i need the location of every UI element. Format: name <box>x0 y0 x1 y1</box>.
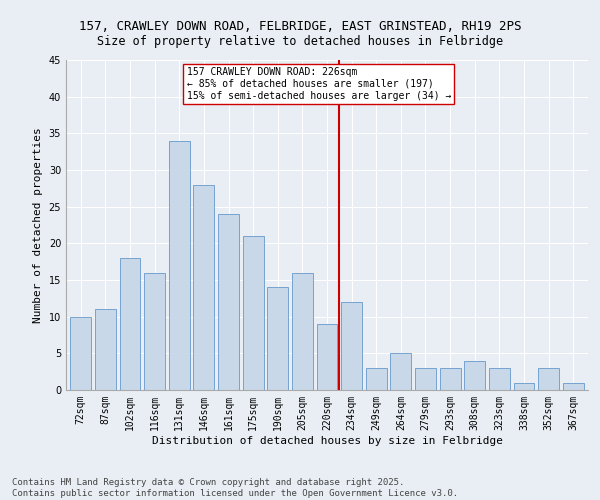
Bar <box>193 184 214 390</box>
Bar <box>267 288 288 390</box>
Bar <box>514 382 535 390</box>
Bar <box>563 382 584 390</box>
Bar <box>415 368 436 390</box>
Bar <box>169 140 190 390</box>
Bar <box>119 258 140 390</box>
Text: Size of property relative to detached houses in Felbridge: Size of property relative to detached ho… <box>97 34 503 48</box>
Bar <box>538 368 559 390</box>
Text: 157, CRAWLEY DOWN ROAD, FELBRIDGE, EAST GRINSTEAD, RH19 2PS: 157, CRAWLEY DOWN ROAD, FELBRIDGE, EAST … <box>79 20 521 32</box>
Bar <box>218 214 239 390</box>
Bar <box>341 302 362 390</box>
Bar <box>366 368 387 390</box>
Y-axis label: Number of detached properties: Number of detached properties <box>33 127 43 323</box>
Bar <box>292 272 313 390</box>
Bar <box>391 354 412 390</box>
Bar <box>440 368 461 390</box>
Bar <box>70 316 91 390</box>
Bar <box>317 324 337 390</box>
Bar <box>95 310 116 390</box>
Bar <box>489 368 510 390</box>
Text: 157 CRAWLEY DOWN ROAD: 226sqm
← 85% of detached houses are smaller (197)
15% of : 157 CRAWLEY DOWN ROAD: 226sqm ← 85% of d… <box>187 68 451 100</box>
Text: Contains HM Land Registry data © Crown copyright and database right 2025.
Contai: Contains HM Land Registry data © Crown c… <box>12 478 458 498</box>
X-axis label: Distribution of detached houses by size in Felbridge: Distribution of detached houses by size … <box>151 436 503 446</box>
Bar <box>144 272 165 390</box>
Bar <box>242 236 263 390</box>
Bar <box>464 360 485 390</box>
